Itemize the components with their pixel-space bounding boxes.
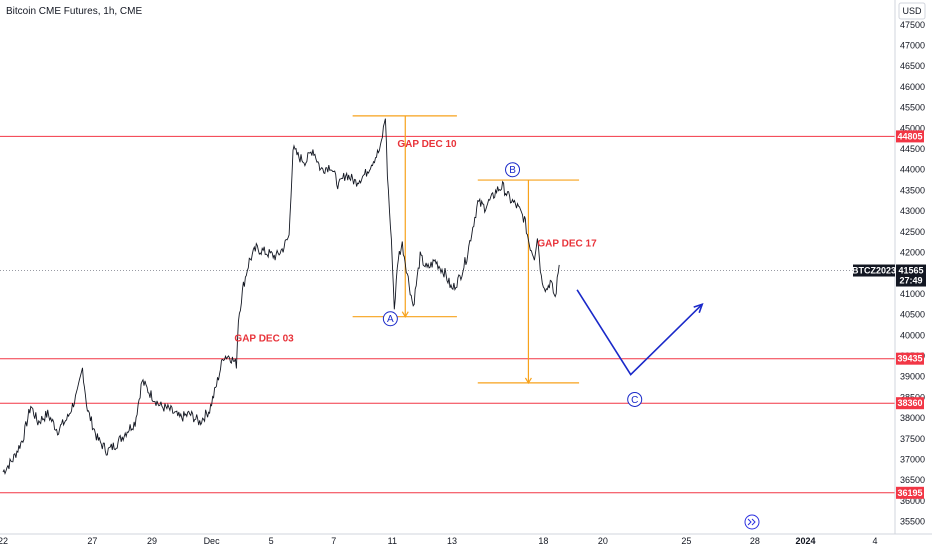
gap-level-badge-label: 44805 [897, 131, 922, 141]
y-tick-label: 37000 [900, 454, 925, 464]
y-tick-label: 46500 [900, 61, 925, 71]
y-tick-label: 35500 [900, 517, 925, 527]
wave-label: B [509, 165, 516, 176]
x-tick-label: 22 [0, 536, 8, 546]
y-tick-label: 42500 [900, 227, 925, 237]
x-tick-label: 5 [269, 536, 274, 546]
x-tick-label: 13 [447, 536, 457, 546]
current-price-badge [896, 264, 926, 287]
x-tick-label: Dec [204, 536, 221, 546]
x-tick-label: 2024 [796, 536, 816, 546]
wave-drawing: A B C [382, 162, 704, 407]
y-tick-label: 36000 [900, 496, 925, 506]
y-tick-label: 45000 [900, 123, 925, 133]
y-tick-label: 42000 [900, 248, 925, 258]
gap-level-badge [896, 397, 924, 410]
x-tick-label: 7 [331, 536, 336, 546]
wave-label-circle [627, 391, 643, 407]
wave-projection-line [576, 289, 703, 376]
annotations: GAP DEC 03 GAP DEC 10 GAP DEC 17 [234, 139, 597, 345]
x-tick-label: 11 [388, 536, 397, 546]
y-tick-label: 43000 [900, 206, 925, 216]
gap-levels [0, 135, 895, 494]
symbol-badge-label: BTCZ2023 [852, 266, 896, 276]
measure-arrowhead [401, 311, 409, 318]
y-tick-label: 41000 [900, 289, 925, 299]
gap-annotation: GAP DEC 17 [537, 238, 597, 249]
y-tick-label: 39000 [900, 372, 925, 382]
wave-label-circle [382, 311, 398, 327]
measure-arrowhead [524, 377, 532, 385]
measure-tools [352, 115, 580, 385]
x-tick-label: 20 [598, 536, 608, 546]
y-tick-label: 44000 [900, 165, 925, 175]
y-tick-label: 36500 [900, 475, 925, 485]
wave-label: C [631, 395, 638, 406]
y-tick-label: 37500 [900, 434, 925, 444]
gap-annotation: GAP DEC 10 [397, 139, 457, 150]
wave-arrowhead [693, 302, 704, 313]
gap-level-badge-label: 36195 [897, 488, 922, 498]
y-tick-label: 47500 [900, 20, 925, 30]
gap-level-badge [896, 486, 924, 499]
symbol-badge [853, 264, 895, 277]
time-scale[interactable]: 22 27 29 Dec 5 7 11 13 18 20 25 28 2024 4 [0, 536, 878, 546]
y-tick-label: 45500 [900, 103, 925, 113]
x-tick-label: 29 [147, 536, 157, 546]
x-tick-label: 18 [538, 536, 548, 546]
y-tick-label: 47000 [900, 41, 925, 51]
y-tick-label: 40000 [900, 330, 925, 340]
y-tick-label: 38000 [900, 413, 925, 423]
x-tick-label: 27 [87, 536, 97, 546]
x-tick-label: 28 [750, 536, 760, 546]
countdown-label: 27:49 [899, 276, 922, 286]
currency-button[interactable]: USD [898, 2, 926, 20]
gap-level-badge-label: 38360 [897, 398, 922, 408]
gap-annotation: GAP DEC 03 [234, 334, 294, 345]
currency-label: USD [902, 6, 922, 16]
y-tick-label: 40500 [900, 310, 925, 320]
wave-label-circle [505, 162, 521, 178]
y-tick-label: 44500 [900, 144, 925, 154]
chart-title: Bitcoin CME Futures, 1h, CME [6, 6, 142, 17]
current-price-label: 41565 [898, 266, 923, 276]
gap-level-badge [896, 130, 924, 143]
x-tick-label: 25 [681, 536, 691, 546]
wave-label: A [387, 314, 394, 325]
gap-level-badge-label: 39435 [897, 354, 922, 364]
price-series [2, 118, 560, 476]
double-chevron-right-icon[interactable] [744, 514, 760, 530]
y-tick-label: 46000 [900, 82, 925, 92]
gap-level-badge [896, 352, 924, 365]
x-tick-label: 4 [873, 536, 878, 546]
y-tick-label: 43500 [900, 185, 925, 195]
price-line [2, 118, 560, 476]
